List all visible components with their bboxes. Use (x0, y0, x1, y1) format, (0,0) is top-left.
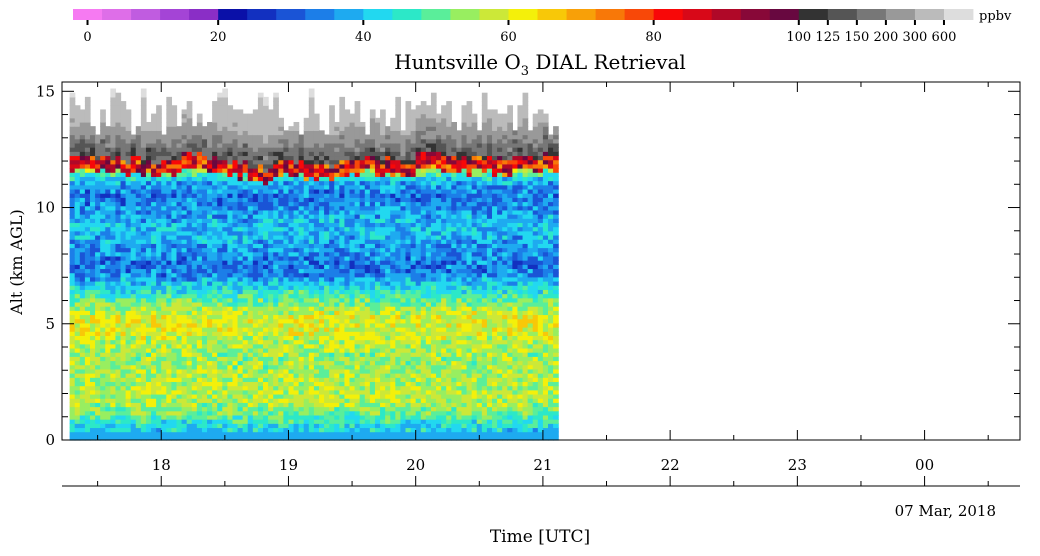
colorbar-swatch (421, 9, 450, 20)
colorbar-swatch (538, 9, 567, 20)
colorbar-swatch (218, 9, 247, 20)
x-tick-label: 19 (279, 456, 298, 474)
x-tick-label: 22 (661, 456, 680, 474)
colorbar-swatch (654, 9, 683, 20)
ozone-curtain (70, 89, 559, 441)
colorbar-swatch (160, 9, 189, 20)
colorbar-swatch (392, 9, 421, 20)
colorbar-swatch (508, 9, 537, 20)
colorbar-swatch (915, 9, 944, 20)
colorbar-tick-label: 125 (815, 30, 840, 45)
colorbar-tick-label: 300 (903, 30, 928, 45)
colorbar-swatch (276, 9, 305, 20)
colorbar-swatch (450, 9, 479, 20)
colorbar-swatch (479, 9, 508, 20)
colorbar-tick-label: 600 (932, 30, 957, 45)
colorbar-tick-label: 80 (645, 30, 662, 45)
x-tick-label: 20 (406, 456, 425, 474)
x-axis-label: Time [UTC] (490, 527, 590, 547)
colorbar-swatch (305, 9, 334, 20)
colorbar-tick-label: 20 (210, 30, 227, 45)
colorbar-unit: ppbv (979, 9, 1012, 24)
y-tick-label: 15 (36, 82, 55, 100)
colorbar-swatch (247, 9, 276, 20)
colorbar: 0 20 40 60 80 100 125 150 200 300 600 ppbv (73, 9, 1012, 45)
y-axis-label: Alt (km AGL) (7, 209, 26, 316)
colorbar-tick-label: 40 (355, 30, 372, 45)
colorbar-tick-label: 60 (500, 30, 517, 45)
chart-title: Huntsville O3 DIAL Retrieval (394, 50, 686, 79)
date-label: 07 Mar, 2018 (895, 502, 996, 520)
colorbar-swatch (131, 9, 160, 20)
colorbar-tick-label: 200 (873, 30, 898, 45)
colorbar-swatch (596, 9, 625, 20)
colorbar-swatch (189, 9, 218, 20)
x-tick-label: 00 (915, 456, 934, 474)
y-tick-label: 0 (45, 431, 55, 449)
y-tick-label: 10 (36, 199, 55, 217)
colorbar-swatch (857, 9, 886, 20)
colorbar-swatch (73, 9, 102, 20)
colorbar-swatch (741, 9, 770, 20)
y-tick-label: 5 (45, 315, 55, 333)
colorbar-swatch (102, 9, 131, 20)
colorbar-swatch (567, 9, 596, 20)
colorbar-swatch (799, 9, 828, 20)
colorbar-swatch (712, 9, 741, 20)
colorbar-tick-label: 0 (83, 30, 91, 45)
colorbar-swatch (886, 9, 915, 20)
colorbar-swatch (944, 9, 973, 20)
x-tick-label: 18 (152, 456, 171, 474)
x-tick-label: 21 (533, 456, 552, 474)
colorbar-swatch (828, 9, 857, 20)
colorbar-swatch (334, 9, 363, 20)
colorbar-tick-label: 100 (786, 30, 811, 45)
colorbar-swatch (363, 9, 392, 20)
colorbar-tick-label: 150 (844, 30, 869, 45)
plot-area: 0 5 10 15 18 19 20 21 22 23 00 (36, 82, 1020, 486)
colorbar-swatch (770, 9, 799, 20)
colorbar-swatch (625, 9, 654, 20)
x-tick-label: 23 (788, 456, 807, 474)
colorbar-swatch (683, 9, 712, 20)
